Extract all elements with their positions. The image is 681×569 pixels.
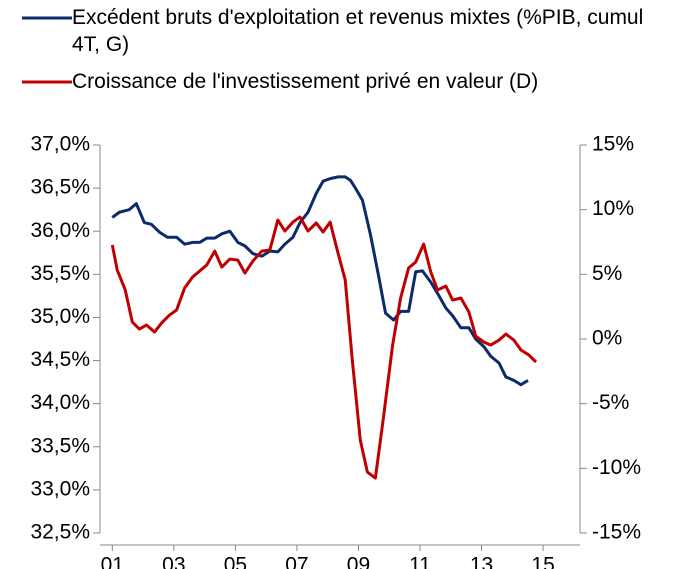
x-tick-label: 11 bbox=[409, 554, 431, 569]
y-tick-label: 35,0% bbox=[30, 305, 90, 328]
y-tick-label: 36,5% bbox=[30, 176, 90, 199]
x-tick-label: 01 bbox=[101, 554, 124, 569]
y2-tick-label: 5% bbox=[592, 262, 622, 285]
y-tick-label: 32,5% bbox=[30, 521, 90, 544]
y2-tick-label: 15% bbox=[592, 133, 634, 156]
line-series bbox=[110, 215, 538, 480]
x-tick-label: 15 bbox=[531, 554, 554, 569]
y-tick-label: 33,5% bbox=[30, 434, 90, 457]
y-tick-label: 34,5% bbox=[30, 348, 90, 371]
y2-tick-label: -15% bbox=[592, 521, 641, 544]
y-tick-label: 37,0% bbox=[30, 133, 90, 156]
y-tick-label: 33,0% bbox=[30, 477, 90, 500]
y2-tick-label: 0% bbox=[592, 327, 622, 350]
y-tick-label: 34,0% bbox=[30, 391, 90, 414]
line-series bbox=[111, 175, 529, 387]
x-tick-label: 07 bbox=[285, 554, 308, 569]
legend-label: Croissance de l'investissement privé en … bbox=[72, 70, 539, 93]
x-tick-label: 13 bbox=[470, 554, 493, 569]
y-tick-label: 36,0% bbox=[30, 219, 90, 242]
x-tick-label: 05 bbox=[224, 554, 247, 569]
x-tick-label: 09 bbox=[347, 554, 370, 569]
y2-tick-label: 10% bbox=[592, 197, 634, 220]
y-tick-label: 35,5% bbox=[30, 262, 90, 285]
x-tick-label: 03 bbox=[162, 554, 185, 569]
y2-tick-label: -10% bbox=[592, 456, 641, 479]
y2-tick-label: -5% bbox=[592, 391, 629, 414]
legend-label: Excédent bruts d'exploitation et revenus… bbox=[72, 6, 644, 56]
